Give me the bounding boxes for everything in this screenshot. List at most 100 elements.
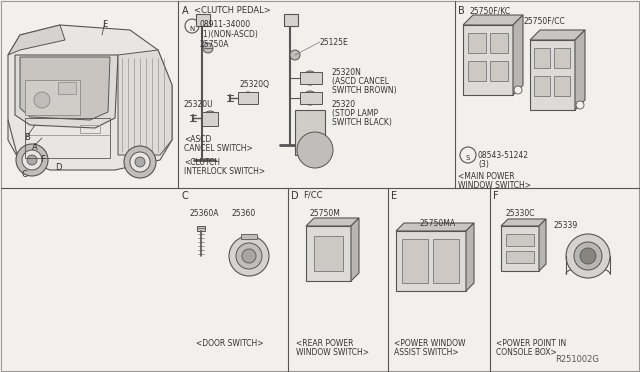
- Bar: [506, 251, 534, 263]
- Bar: [468, 61, 486, 81]
- Text: <MAIN POWER: <MAIN POWER: [458, 172, 515, 181]
- Bar: [58, 82, 76, 94]
- Text: <DOOR SWITCH>: <DOOR SWITCH>: [196, 339, 264, 348]
- Bar: [506, 234, 534, 246]
- Bar: [25, 118, 110, 158]
- Bar: [202, 112, 218, 126]
- Text: E: E: [102, 20, 108, 29]
- Circle shape: [34, 92, 50, 108]
- Text: 25750MA: 25750MA: [419, 219, 455, 228]
- Circle shape: [124, 146, 156, 178]
- Bar: [554, 76, 570, 96]
- Text: 25750M: 25750M: [309, 209, 340, 218]
- Bar: [306, 226, 351, 281]
- Text: WINDOW SWITCH>: WINDOW SWITCH>: [296, 348, 369, 357]
- Bar: [534, 48, 550, 68]
- Circle shape: [16, 144, 48, 176]
- Bar: [554, 48, 570, 68]
- Text: 25360: 25360: [231, 209, 255, 218]
- Text: INTERLOCK SWITCH>: INTERLOCK SWITCH>: [184, 167, 265, 176]
- Text: (3): (3): [478, 160, 489, 169]
- Circle shape: [185, 19, 199, 33]
- Text: 25320: 25320: [332, 100, 356, 109]
- Text: F/CC: F/CC: [303, 191, 323, 200]
- Bar: [80, 125, 100, 133]
- Circle shape: [242, 92, 254, 104]
- Polygon shape: [501, 219, 546, 226]
- Circle shape: [229, 236, 269, 276]
- Text: 25750A: 25750A: [200, 40, 230, 49]
- Bar: [300, 92, 322, 104]
- Bar: [241, 234, 257, 239]
- Text: 25320N: 25320N: [332, 68, 362, 77]
- Text: <CLUTCH: <CLUTCH: [184, 158, 220, 167]
- Text: SWITCH BLACK): SWITCH BLACK): [332, 118, 392, 127]
- Circle shape: [236, 243, 262, 269]
- Bar: [402, 239, 428, 283]
- Text: CONSOLE BOX>: CONSOLE BOX>: [496, 348, 557, 357]
- Circle shape: [514, 86, 522, 94]
- Polygon shape: [8, 25, 172, 170]
- Polygon shape: [513, 15, 523, 95]
- Bar: [490, 33, 508, 53]
- Text: C: C: [181, 191, 188, 201]
- Text: <ASCD: <ASCD: [184, 135, 211, 144]
- Circle shape: [242, 249, 256, 263]
- Text: <CLUTCH PEDAL>: <CLUTCH PEDAL>: [194, 6, 271, 15]
- Circle shape: [574, 242, 602, 270]
- Text: C: C: [22, 170, 28, 179]
- Text: WINDOW SWITCH>: WINDOW SWITCH>: [458, 181, 531, 190]
- Text: A: A: [32, 143, 38, 152]
- Circle shape: [303, 71, 317, 85]
- Circle shape: [203, 43, 213, 53]
- Text: B: B: [24, 133, 30, 142]
- Bar: [534, 76, 550, 96]
- Text: 25360A: 25360A: [189, 209, 218, 218]
- Polygon shape: [463, 15, 523, 25]
- Text: ASSIST SWITCH>: ASSIST SWITCH>: [394, 348, 459, 357]
- Text: N: N: [189, 26, 195, 32]
- Circle shape: [290, 50, 300, 60]
- Text: <POWER POINT IN: <POWER POINT IN: [496, 339, 566, 348]
- Text: (ASCD CANCEL: (ASCD CANCEL: [332, 77, 389, 86]
- Polygon shape: [530, 30, 585, 40]
- Bar: [463, 25, 513, 95]
- Text: 25339: 25339: [553, 221, 577, 230]
- Text: E: E: [391, 191, 397, 201]
- Text: F: F: [493, 191, 499, 201]
- Text: R251002G: R251002G: [555, 355, 599, 364]
- Text: D: D: [291, 191, 299, 201]
- Text: <POWER WINDOW: <POWER WINDOW: [394, 339, 465, 348]
- Polygon shape: [466, 223, 474, 291]
- Text: D: D: [55, 163, 61, 172]
- Bar: [396, 231, 466, 291]
- Bar: [238, 92, 258, 104]
- Text: (1)(NON-ASCD): (1)(NON-ASCD): [200, 30, 258, 39]
- Text: CANCEL SWITCH>: CANCEL SWITCH>: [184, 144, 253, 153]
- Polygon shape: [351, 218, 359, 281]
- Polygon shape: [539, 219, 546, 271]
- Bar: [468, 33, 486, 53]
- Polygon shape: [20, 57, 110, 120]
- Polygon shape: [306, 218, 359, 226]
- Bar: [295, 110, 325, 155]
- Bar: [490, 61, 508, 81]
- Text: B: B: [458, 6, 465, 16]
- Circle shape: [576, 101, 584, 109]
- Polygon shape: [396, 223, 474, 231]
- Bar: [300, 72, 322, 84]
- Circle shape: [203, 111, 217, 125]
- Circle shape: [22, 150, 42, 170]
- Text: A: A: [182, 6, 189, 16]
- Polygon shape: [575, 30, 585, 110]
- Text: 25320U: 25320U: [184, 100, 214, 109]
- Text: SWITCH BROWN): SWITCH BROWN): [332, 86, 397, 95]
- Bar: [197, 226, 205, 231]
- Text: 25330C: 25330C: [505, 209, 534, 218]
- Bar: [196, 14, 210, 26]
- Circle shape: [303, 91, 317, 105]
- Bar: [530, 40, 575, 110]
- Text: F: F: [40, 155, 45, 164]
- Text: 25320Q: 25320Q: [240, 80, 270, 89]
- Text: 25750F/CC: 25750F/CC: [523, 16, 564, 25]
